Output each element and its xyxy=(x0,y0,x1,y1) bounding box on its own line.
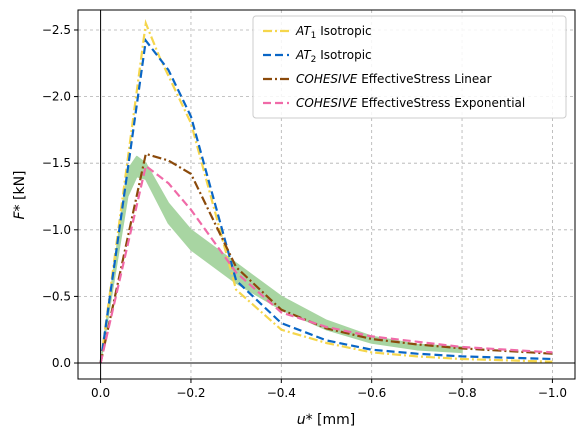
y-axis-label: F* [kN] xyxy=(12,170,28,219)
y-tick-label: −0.5 xyxy=(42,289,71,303)
series-line-3 xyxy=(99,152,553,364)
series-line-2 xyxy=(99,37,553,364)
legend-label-4: COHESIVE EffectiveStress Exponential xyxy=(296,96,525,110)
x-tick-label: 0.0 xyxy=(91,386,110,400)
y-tick-label: −1.5 xyxy=(42,156,71,170)
legend-label-2: AT2 Isotropic xyxy=(295,48,372,65)
x-tick-label: −1.0 xyxy=(538,386,567,400)
y-ticks: 0.0 −0.5 −1.0 −1.5 −2.0 −2.5 xyxy=(42,23,78,370)
x-tick-label: −0.6 xyxy=(357,386,386,400)
legend: AT1 Isotropic AT2 Isotropic COHESIVE Effec… xyxy=(252,15,567,119)
x-tick-label: −0.4 xyxy=(267,386,296,400)
y-tick-label: −2.0 xyxy=(42,90,71,104)
zero-lines xyxy=(78,10,575,379)
series-line-4 xyxy=(99,163,553,364)
envelope-band xyxy=(99,155,463,364)
x-tick-label: −0.8 xyxy=(447,386,476,400)
y-tick-label: 0.0 xyxy=(52,356,71,370)
data-layer xyxy=(99,19,553,364)
y-tick-label: −2.5 xyxy=(42,23,71,37)
x-ticks: 0.0 −0.2 −0.4 −0.6 −0.8 −1.0 xyxy=(91,379,567,400)
x-tick-label: −0.2 xyxy=(176,386,205,400)
legend-label-3: COHESIVE EffectiveStress Linear xyxy=(296,72,492,86)
legend-label-1: AT1 Isotropic xyxy=(295,24,372,41)
series-line-1 xyxy=(99,19,553,364)
y-tick-label: −1.0 xyxy=(42,223,71,237)
plot-frame xyxy=(77,9,576,380)
x-axis-label: u* [mm] xyxy=(297,412,356,428)
legend-box xyxy=(252,15,567,119)
